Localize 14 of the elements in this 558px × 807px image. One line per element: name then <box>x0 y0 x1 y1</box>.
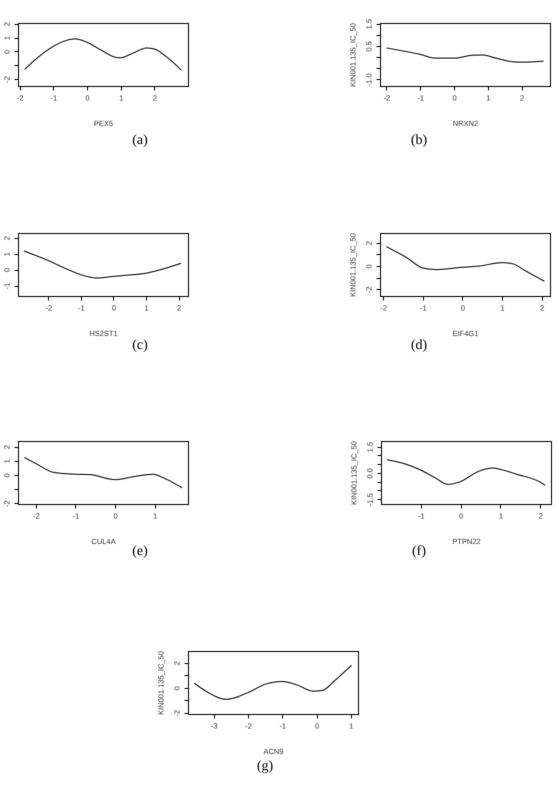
text: (f) <box>411 544 427 560</box>
text: (c) <box>131 338 149 354</box>
line-series <box>24 38 182 71</box>
line-series <box>23 250 182 279</box>
text: (b) <box>410 133 428 149</box>
line-series <box>386 459 546 486</box>
text: (d) <box>410 338 428 354</box>
line-series <box>386 47 544 63</box>
text: (a) <box>131 133 149 149</box>
line-series <box>194 664 352 700</box>
line-series <box>386 246 545 282</box>
line-series <box>24 456 183 488</box>
text: (g) <box>256 759 274 775</box>
text: (e) <box>132 544 148 559</box>
